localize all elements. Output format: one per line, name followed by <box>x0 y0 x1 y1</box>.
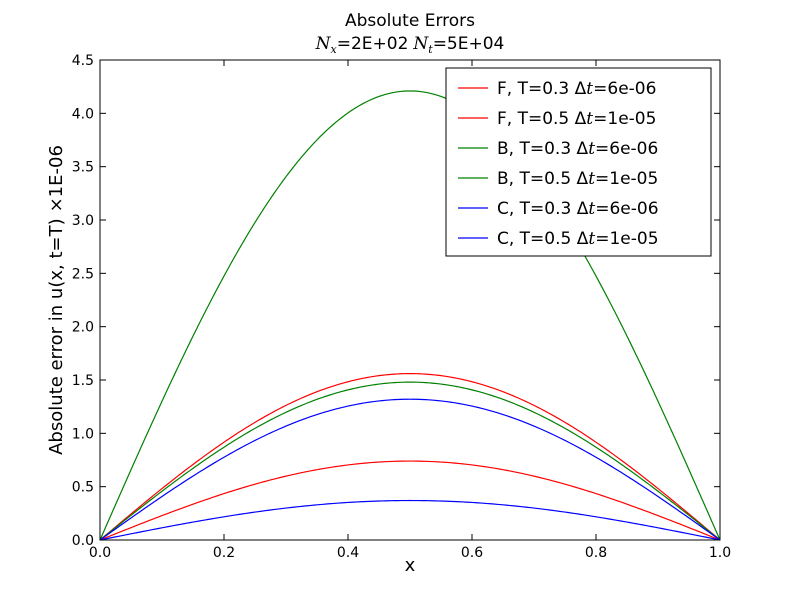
x-axis-label: x <box>405 555 416 576</box>
series-line-1 <box>99 460 721 541</box>
series-line-4 <box>99 398 721 541</box>
chart-subtitle: Nx=2E+02 Nt=5E+04 <box>315 34 505 56</box>
legend-label-2: B, T=0.3 Δt=6e-06 <box>497 139 658 159</box>
tick-layer: 0.0 0.2 0.4 0.6 0.8 1.0 0.0 0.5 1.0 1.5 2.0 2.5 3.0 3… <box>72 53 731 561</box>
x-tick-label: 0.4 <box>337 545 359 561</box>
plot-frame <box>99 59 721 541</box>
y-tick-label: 0.0 <box>72 533 94 549</box>
x-tick-label: 1.0 <box>709 545 731 561</box>
y-axis-scale: ×1E-06 <box>46 145 67 212</box>
series-line-0 <box>99 372 721 541</box>
nt-symbol: N <box>412 34 429 54</box>
x-tick-label: 0.2 <box>213 545 235 561</box>
legend-label-4: C, T=0.3 Δt=6e-06 <box>497 199 659 219</box>
nt-value: =5E+04 <box>433 34 505 54</box>
legend: F, T=0.3 Δt=6e-06 F, T=0.5 Δt=1e-05 B, T=0… <box>445 67 712 257</box>
nx-symbol: N <box>315 34 332 54</box>
x-tick-label: 0.8 <box>585 545 607 561</box>
y-tick-label: 3.0 <box>72 213 94 229</box>
legend-label-3: B, T=0.5 Δt=1e-05 <box>497 169 658 189</box>
x-tick-label: 0.0 <box>89 545 111 561</box>
y-tick-label: 4.0 <box>72 106 94 122</box>
y-tick-label: 1.5 <box>72 373 94 389</box>
y-axis-label-text: Absolute error in u(x, t=T) <box>46 218 67 455</box>
legend-label-1: F, T=0.5 Δt=1e-05 <box>497 109 656 129</box>
legend-label-5: C, T=0.5 Δt=1e-05 <box>497 229 659 249</box>
series-layer <box>99 90 721 541</box>
nx-value: =2E+02 <box>337 34 409 54</box>
chart-title: Absolute Errors <box>345 11 475 31</box>
x-tick-label: 0.6 <box>461 545 483 561</box>
series-line-2 <box>99 90 721 541</box>
legend-box <box>445 67 712 257</box>
y-tick-label: 2.5 <box>72 266 94 282</box>
y-tick-label: 3.5 <box>72 160 94 176</box>
series-line-3 <box>99 381 721 541</box>
series-line-5 <box>99 499 721 541</box>
nt-subscript: t <box>428 43 433 56</box>
y-axis-label: Absolute error in u(x, t=T) ×1E-06 <box>46 145 67 455</box>
y-tick-label: 4.5 <box>72 53 94 69</box>
y-tick-label: 1.0 <box>72 426 94 442</box>
y-tick-label: 2.0 <box>72 320 94 336</box>
legend-label-0: F, T=0.3 Δt=6e-06 <box>497 79 656 99</box>
y-tick-label: 0.5 <box>72 480 94 496</box>
nx-subscript: x <box>330 43 337 56</box>
